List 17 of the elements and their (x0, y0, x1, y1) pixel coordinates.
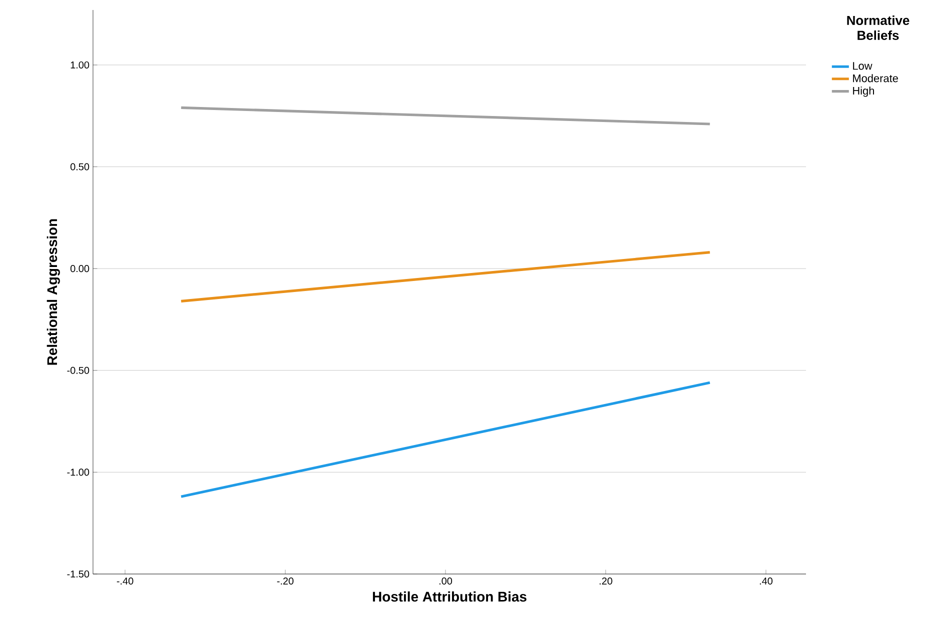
legend-label: High (853, 86, 874, 97)
x-tick-label: .00 (439, 578, 452, 585)
x-axis-title: Hostile Attribution Bias (372, 591, 526, 602)
y-tick-label: -1.50 (67, 570, 90, 578)
y-tick-label: -1.00 (67, 468, 90, 476)
y-tick-label: -0.50 (67, 366, 90, 374)
legend-title: Normative Beliefs (847, 16, 910, 40)
x-tick-label: .40 (760, 578, 772, 585)
x-tick-label: .20 (600, 578, 612, 585)
x-tick-label: -.20 (277, 578, 294, 585)
y-tick-label: 1.00 (70, 61, 90, 68)
y-axis-title: Relational Aggression (46, 219, 60, 365)
x-tick-label: -.40 (116, 578, 134, 585)
legend-label: Low (853, 62, 872, 70)
legend-label: Moderate (853, 74, 898, 82)
y-tick-label: 0.50 (70, 163, 90, 170)
y-tick-label: 0.00 (70, 265, 90, 272)
